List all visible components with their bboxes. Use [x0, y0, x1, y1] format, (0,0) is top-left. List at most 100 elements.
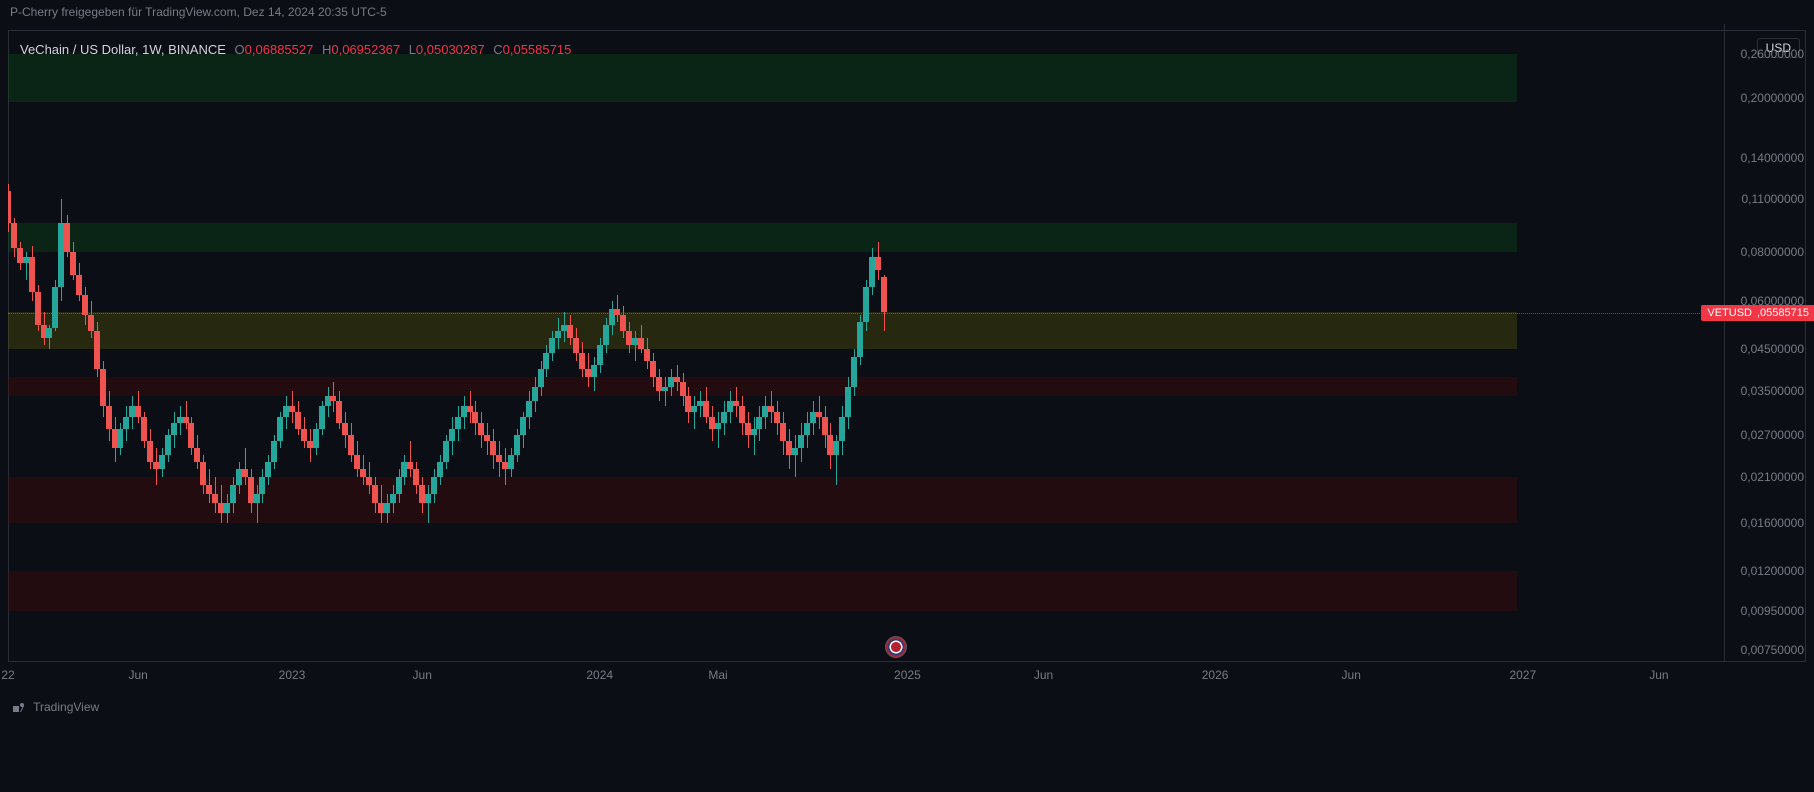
candle-body[interactable]	[35, 292, 41, 324]
legend-symbol[interactable]: VeChain / US Dollar, 1W, BINANCE	[20, 42, 226, 57]
candle-body[interactable]	[396, 477, 402, 494]
candle-body[interactable]	[230, 485, 236, 503]
candle-body[interactable]	[555, 331, 561, 338]
candle-body[interactable]	[721, 412, 727, 423]
candle-body[interactable]	[833, 441, 839, 454]
candle-body[interactable]	[839, 417, 845, 441]
candle-body[interactable]	[348, 435, 354, 455]
candle-body[interactable]	[680, 382, 686, 396]
candle-body[interactable]	[360, 469, 366, 477]
candle-body[interactable]	[798, 435, 804, 448]
candle-body[interactable]	[384, 503, 390, 513]
candle-body[interactable]	[538, 369, 544, 387]
candle-body[interactable]	[644, 349, 650, 361]
candle-body[interactable]	[366, 477, 372, 485]
candle-body[interactable]	[336, 401, 342, 423]
candle-body[interactable]	[52, 287, 58, 328]
candle-body[interactable]	[472, 412, 478, 423]
candle-body[interactable]	[478, 423, 484, 435]
candle-body[interactable]	[295, 412, 301, 429]
candle-body[interactable]	[792, 448, 798, 455]
candle-body[interactable]	[165, 435, 171, 455]
candle-body[interactable]	[638, 338, 644, 349]
candle-body[interactable]	[449, 429, 455, 441]
candle-body[interactable]	[106, 406, 112, 428]
candle-body[interactable]	[715, 423, 721, 429]
candle-body[interactable]	[46, 328, 52, 338]
y-axis[interactable]: USD 0,05585715VETUSD0,260000000,20000000…	[1724, 24, 1814, 662]
candle-body[interactable]	[159, 455, 165, 470]
candle-body[interactable]	[390, 494, 396, 503]
candle-body[interactable]	[508, 455, 514, 470]
candle-body[interactable]	[313, 429, 319, 448]
candle-body[interactable]	[224, 503, 230, 513]
candle-body[interactable]	[780, 423, 786, 441]
candle-body[interactable]	[70, 252, 76, 274]
candle-body[interactable]	[774, 412, 780, 423]
candle-body[interactable]	[147, 441, 153, 462]
candle-body[interactable]	[804, 423, 810, 435]
candle-body[interactable]	[265, 462, 271, 477]
candle-body[interactable]	[431, 477, 437, 494]
candle-body[interactable]	[11, 223, 17, 248]
candle-body[interactable]	[751, 429, 757, 435]
candle-body[interactable]	[117, 429, 123, 448]
candle-body[interactable]	[437, 462, 443, 477]
candle-body[interactable]	[194, 448, 200, 462]
candle-body[interactable]	[413, 469, 419, 485]
candle-body[interactable]	[857, 322, 863, 357]
candle-body[interactable]	[875, 257, 881, 270]
candle-body[interactable]	[662, 387, 668, 392]
candle-body[interactable]	[319, 406, 325, 428]
candle-body[interactable]	[650, 361, 656, 378]
flag-marker-icon[interactable]	[885, 636, 907, 658]
candle-body[interactable]	[212, 494, 218, 503]
candle-body[interactable]	[94, 331, 100, 369]
candle-body[interactable]	[88, 315, 94, 331]
candle-body[interactable]	[845, 387, 851, 418]
support-resistance-zone[interactable]	[8, 312, 1517, 349]
candle-body[interactable]	[123, 417, 129, 429]
candle-body[interactable]	[259, 477, 265, 494]
candle-body[interactable]	[188, 423, 194, 448]
candle-body[interactable]	[425, 494, 431, 503]
candle-body[interactable]	[200, 462, 206, 486]
support-resistance-zone[interactable]	[8, 223, 1517, 252]
candle-body[interactable]	[703, 401, 709, 417]
candle-body[interactable]	[76, 275, 82, 295]
candle-body[interactable]	[254, 494, 260, 503]
candle-body[interactable]	[455, 417, 461, 429]
candle-body[interactable]	[64, 223, 70, 252]
candle-body[interactable]	[407, 462, 413, 469]
candle-body[interactable]	[242, 469, 248, 477]
candle-body[interactable]	[739, 406, 745, 423]
candle-body[interactable]	[851, 357, 857, 387]
plot-area[interactable]	[8, 30, 1724, 662]
candle-body[interactable]	[342, 423, 348, 435]
support-resistance-zone[interactable]	[8, 571, 1517, 610]
candle-body[interactable]	[496, 455, 502, 462]
candle-body[interactable]	[620, 315, 626, 331]
candle-body[interactable]	[532, 387, 538, 402]
candle-body[interactable]	[526, 401, 532, 417]
candle-body[interactable]	[206, 485, 212, 494]
candle-body[interactable]	[514, 435, 520, 455]
candle-body[interactable]	[579, 353, 585, 369]
candle-body[interactable]	[141, 417, 147, 441]
candle-body[interactable]	[520, 417, 526, 435]
candle-body[interactable]	[277, 417, 283, 441]
x-axis[interactable]: 22Jun2023Jun2024Mai2025Jun2026Jun2027Jun	[0, 662, 1814, 692]
support-resistance-zone[interactable]	[8, 54, 1517, 102]
candle-body[interactable]	[573, 338, 579, 353]
candle-body[interactable]	[490, 441, 496, 454]
candle-body[interactable]	[100, 369, 106, 407]
candle-body[interactable]	[881, 277, 887, 312]
candle-body[interactable]	[29, 257, 35, 293]
candle-body[interactable]	[543, 353, 549, 369]
candle-body[interactable]	[863, 287, 869, 321]
candle-body[interactable]	[756, 417, 762, 429]
candle-body[interactable]	[443, 441, 449, 462]
candle-body[interactable]	[372, 485, 378, 503]
candle-body[interactable]	[271, 441, 277, 462]
candle-body[interactable]	[591, 365, 597, 378]
